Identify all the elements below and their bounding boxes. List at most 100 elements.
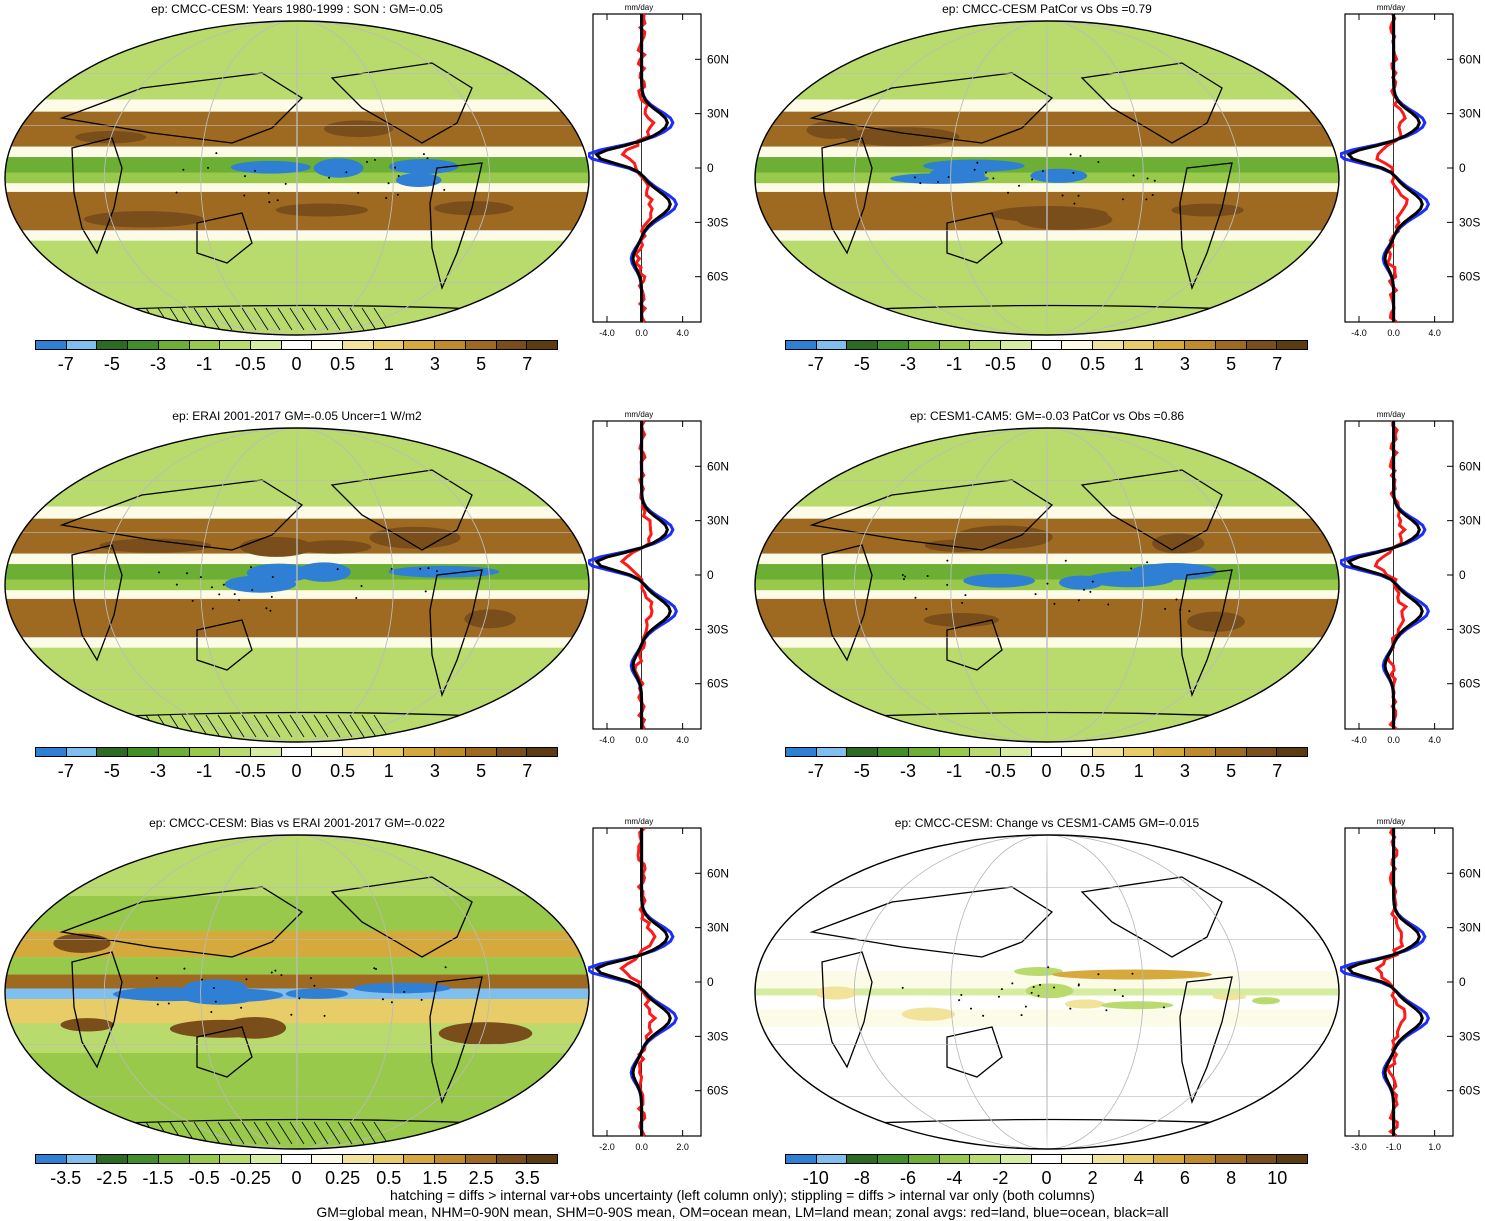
zonal-profile-all-line — [594, 421, 672, 729]
colorbar-cell — [908, 748, 940, 756]
colorbar-label: -3 — [900, 761, 917, 781]
colorbar-label: 0 — [291, 1168, 302, 1188]
footer-line-1: hatching = diffs > internal var+obs unce… — [390, 1187, 1095, 1203]
zonal-profile: mm/day 60N 30N 0 30S 60S -3.0 -1.0 1.0 — [1340, 817, 1481, 1152]
global-map — [4, 427, 590, 743]
colorbar-label: 7 — [522, 761, 533, 781]
colorbar-label: -5 — [103, 354, 120, 374]
colorbar-label: -5 — [103, 761, 120, 781]
colorbar — [35, 340, 558, 350]
colorbar-cell — [1215, 748, 1247, 756]
lat-label: 0 — [707, 161, 714, 175]
colorbar-label: 0.5 — [330, 354, 356, 374]
colorbar-cell — [189, 341, 221, 349]
colorbar-cell — [878, 1155, 909, 1163]
colorbar-label: -1 — [196, 761, 213, 781]
colorbar-cell — [970, 748, 1001, 756]
lat-label: 60S — [707, 1084, 728, 1098]
colorbar-cell — [281, 1155, 313, 1163]
colorbar-cell — [465, 1155, 497, 1163]
colorbar-cell — [404, 341, 436, 349]
colorbar-cell — [1185, 1155, 1216, 1163]
colorbar-label: 2.5 — [468, 1168, 494, 1188]
zonal-profile-all-line — [1346, 14, 1424, 322]
global-map — [754, 20, 1340, 336]
colorbar-label: -3.5 — [50, 1168, 82, 1188]
profile-unit: mm/day — [625, 3, 653, 12]
lat-label: 60N — [1459, 866, 1481, 880]
panel-title: ep: CMCC-CESM: Bias vs ERAI 2001-2017 GM… — [149, 816, 445, 830]
colorbar — [785, 1154, 1308, 1164]
colorbar-cell — [878, 341, 909, 349]
colorbar-labels: -7 -5 -3 -1 -0.5 0 0.5 1 3 5 7 — [785, 761, 1308, 783]
colorbar-cell — [404, 1155, 436, 1163]
colorbar-label: 1.5 — [422, 1168, 448, 1188]
profile-tick-label: 4.0 — [1428, 328, 1441, 338]
colorbar-label: 1 — [383, 354, 394, 374]
profile-tick-label: -1.0 — [1386, 1142, 1402, 1152]
colorbar-label: -4 — [946, 1168, 963, 1188]
colorbar-cell — [128, 1155, 159, 1163]
lat-label: 60S — [707, 270, 728, 284]
colorbar-cell — [786, 748, 817, 756]
colorbar-cell — [527, 1155, 557, 1163]
colorbar-label: -8 — [853, 1168, 870, 1188]
colorbar-cell — [220, 748, 251, 756]
lat-label: 0 — [707, 568, 714, 582]
colorbar-cell — [312, 341, 344, 349]
panel-title: ep: CMCC-CESM: Years 1980-1999 : SON : G… — [151, 2, 443, 16]
zonal-profile-all-line — [1346, 828, 1424, 1136]
colorbar-cell — [1031, 341, 1063, 349]
colorbar-label: 3 — [1179, 761, 1190, 781]
colorbar-cell — [250, 1155, 282, 1163]
colorbar-label: 7 — [1272, 354, 1283, 374]
colorbar-cell — [1277, 748, 1307, 756]
colorbar-cell — [66, 748, 98, 756]
colorbar-cell — [1246, 341, 1278, 349]
lat-label: 30N — [1459, 514, 1481, 528]
colorbar-label: -10 — [802, 1168, 829, 1188]
colorbar-cell — [496, 748, 528, 756]
colorbar-cell — [66, 341, 98, 349]
profile-tick-label: 0.0 — [1387, 328, 1400, 338]
lat-label: 0 — [1459, 975, 1466, 989]
colorbar-cell — [281, 341, 313, 349]
zonal-profile: mm/day 60N 30N 0 30S 60S -4.0 0.0 4.0 — [1340, 3, 1481, 338]
colorbar-cell — [1277, 1155, 1307, 1163]
zonal-profile-all-line — [594, 14, 672, 322]
colorbar-cell — [1093, 341, 1124, 349]
colorbar-cell — [908, 1155, 940, 1163]
colorbar-cell — [1215, 341, 1247, 349]
global-map — [4, 20, 590, 336]
colorbar-cell — [128, 341, 159, 349]
colorbar-cell — [128, 748, 159, 756]
colorbar-label: -3 — [150, 761, 167, 781]
profile-tick-label: 1.0 — [1428, 1142, 1441, 1152]
lat-label: 0 — [1459, 161, 1466, 175]
colorbar-cell — [189, 1155, 221, 1163]
colorbar-cell — [1062, 748, 1094, 756]
colorbar-label: 0.5 — [1080, 761, 1106, 781]
profile-unit: mm/day — [1377, 817, 1405, 826]
colorbar — [785, 340, 1308, 350]
profile-tick-label: 0.0 — [635, 328, 648, 338]
colorbar-label: -2.5 — [96, 1168, 128, 1188]
colorbar-cell — [1277, 341, 1307, 349]
colorbar-label: -6 — [900, 1168, 917, 1188]
colorbar-cell — [66, 1155, 98, 1163]
profile-tick-label: -4.0 — [1351, 735, 1367, 745]
lat-label: 30N — [1459, 921, 1481, 935]
colorbar-cell — [847, 341, 879, 349]
colorbar-labels: -3.5 -2.5 -1.5 -0.5 -0.25 0 0.25 0.5 1.5 2.5 3.5 — [35, 1168, 558, 1190]
colorbar-label: 0.5 — [376, 1168, 402, 1188]
colorbar — [35, 747, 558, 757]
lat-label: 30N — [707, 921, 729, 935]
colorbar-cell — [527, 341, 557, 349]
profile-tick-label: 0.0 — [635, 1142, 648, 1152]
colorbar-cell — [878, 748, 909, 756]
global-map — [754, 834, 1340, 1150]
profile-unit: mm/day — [1377, 410, 1405, 419]
colorbar-cell — [343, 341, 374, 349]
colorbar-cell — [1000, 341, 1032, 349]
colorbar-cell — [465, 748, 497, 756]
